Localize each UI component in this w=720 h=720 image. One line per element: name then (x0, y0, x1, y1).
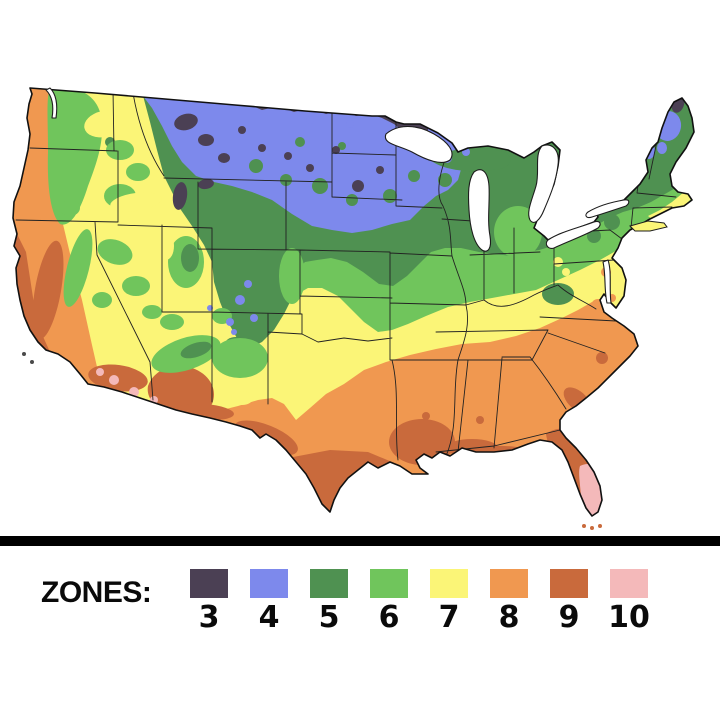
lake-ontario (585, 199, 630, 219)
zone-7-label: 7 (438, 600, 460, 635)
zone-10-label: 10 (608, 600, 650, 635)
zone-3-swatch (190, 569, 228, 598)
zone-9-label: 9 (558, 600, 580, 635)
zone-8-swatch (490, 569, 528, 598)
zone-6-label: 6 (378, 600, 400, 635)
florida-keys (582, 524, 586, 528)
legend-title: ZONES: (41, 576, 152, 609)
zone-4-swatch (250, 569, 288, 598)
legend-item-zone-6: 6 (370, 569, 408, 633)
zone-5-label: 5 (318, 600, 340, 635)
lake-erie (545, 220, 601, 249)
legend-item-zone-5: 5 (310, 569, 348, 633)
legend-item-zone-7: 7 (430, 569, 468, 633)
divider-bar (0, 536, 720, 546)
legend-item-zone-9: 9 (550, 569, 588, 633)
zone-4-label: 4 (258, 600, 280, 635)
zone-7-swatch (430, 569, 468, 598)
lake-huron (528, 144, 559, 223)
zone-5-swatch (310, 569, 348, 598)
zone-3-label: 3 (198, 600, 220, 635)
legend-item-zone-4: 4 (250, 569, 288, 633)
legend-item-zone-3: 3 (190, 569, 228, 633)
zone-9-swatch (550, 569, 588, 598)
legend-items: 3 4 5 6 7 8 9 (190, 569, 650, 635)
legend: ZONES: 3 4 5 6 7 (0, 560, 720, 660)
coastal-islands (22, 220, 668, 530)
lake-superior (384, 125, 453, 163)
long-island (629, 220, 668, 232)
zone-10-swatch (610, 569, 648, 598)
puget-sound (45, 87, 58, 119)
zone-6-swatch (370, 569, 408, 598)
channel-islands (22, 352, 26, 356)
legend-item-zone-8: 8 (490, 569, 528, 633)
legend-item-zone-10: 10 (608, 569, 650, 635)
great-lakes (45, 87, 630, 304)
zone-8-label: 8 (498, 600, 520, 635)
chesapeake-bay (602, 259, 612, 304)
lake-michigan (467, 169, 492, 252)
